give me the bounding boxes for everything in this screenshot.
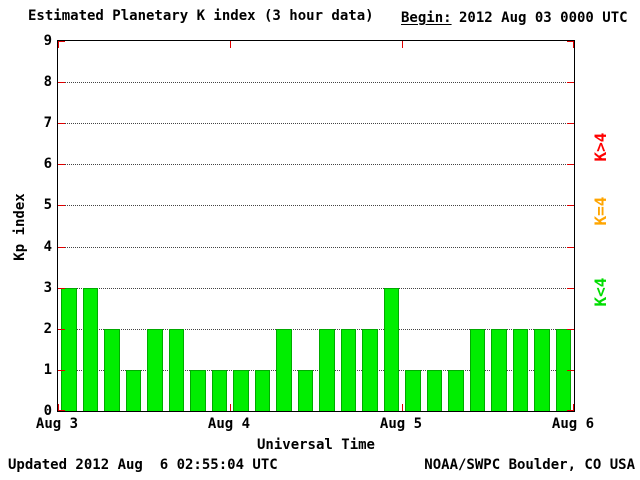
y-tick-label: 8 <box>43 74 52 91</box>
kp-bar <box>147 328 163 411</box>
kp-bar <box>319 328 335 411</box>
x-tickmark <box>573 404 574 411</box>
y-tickmark <box>58 287 65 289</box>
kp-bar <box>61 287 77 411</box>
y-tickmark <box>567 164 574 166</box>
y-tick-label: 9 <box>43 33 52 49</box>
gridline-kp-7 <box>58 123 574 125</box>
x-tickmark <box>58 404 59 411</box>
kp-bar <box>168 328 184 411</box>
kp-bar <box>211 369 227 411</box>
gridline-kp-4 <box>58 246 574 248</box>
kp-bar <box>534 328 550 411</box>
gridline-kp-8 <box>58 82 574 84</box>
y-tickmark <box>567 328 574 330</box>
kp-bar <box>362 328 378 411</box>
y-tickmark <box>567 410 574 411</box>
kp-bar <box>405 369 421 411</box>
x-tickmark <box>230 41 231 48</box>
y-tickmark <box>567 41 574 42</box>
y-tick-label: 5 <box>43 197 52 214</box>
x-axis-label: Universal Time <box>256 437 375 453</box>
y-tickmark <box>567 246 574 248</box>
kp-bar <box>340 328 356 411</box>
gridline-kp-2 <box>58 328 574 330</box>
gridline-kp-3 <box>58 287 574 289</box>
gridline-kp-5 <box>58 205 574 207</box>
kp-bar <box>512 328 528 411</box>
y-tick-label: 3 <box>43 279 52 296</box>
x-tickmark <box>402 41 403 48</box>
legend-item-K4: K<4 <box>591 277 610 307</box>
kp-bar <box>469 328 485 411</box>
kp-bar <box>125 369 141 411</box>
y-tick-label: 6 <box>43 156 52 173</box>
gridline-kp-1 <box>58 369 574 371</box>
kp-bar <box>82 287 98 411</box>
x-tick-label: Aug 5 <box>379 416 423 432</box>
kp-bar <box>448 369 464 411</box>
x-tickmark <box>573 41 574 48</box>
x-tick-label: Aug 6 <box>551 416 595 432</box>
plot-area <box>57 40 575 412</box>
y-tickmark <box>58 164 65 166</box>
y-tick-label: 4 <box>43 238 52 255</box>
y-tickmark <box>567 287 574 289</box>
y-axis-label: Kp index <box>12 193 28 261</box>
y-tickmark <box>58 410 65 411</box>
kp-bar <box>254 369 270 411</box>
begin-value: 2012 Aug 03 0000 UTC <box>459 10 628 26</box>
chart-title: Estimated Planetary K index (3 hour data… <box>28 8 374 24</box>
kp-bar <box>297 369 313 411</box>
updated-timestamp: Updated 2012 Aug 6 02:55:04 UTC <box>8 457 278 473</box>
y-tickmark <box>567 205 574 207</box>
begin-label: Begin: <box>401 10 452 26</box>
y-tickmark <box>58 41 65 42</box>
x-tick-label: Aug 3 <box>35 416 79 432</box>
y-tickmark <box>567 369 574 371</box>
credit-text: NOAA/SWPC Boulder, CO USA <box>424 457 635 473</box>
x-tick-label: Aug 4 <box>207 416 251 432</box>
kp-bar <box>233 369 249 411</box>
x-tickmark <box>402 404 403 411</box>
gridline-kp-6 <box>58 164 574 166</box>
y-tickmark <box>58 82 65 84</box>
kp-bar <box>104 328 120 411</box>
kp-bar <box>491 328 507 411</box>
kp-bar <box>276 328 292 411</box>
y-tickmark <box>58 246 65 248</box>
y-tick-label: 2 <box>43 320 52 337</box>
kp-bar <box>426 369 442 411</box>
kp-bar <box>383 287 399 411</box>
y-tickmark <box>58 205 65 207</box>
y-tick-label: 0 <box>43 403 52 419</box>
y-tick-label: 7 <box>43 115 52 132</box>
legend-item-K4: K=4 <box>591 196 610 226</box>
y-tickmark <box>58 328 65 330</box>
x-tickmark <box>58 41 59 48</box>
x-tickmark <box>230 404 231 411</box>
y-tickmark <box>567 123 574 125</box>
y-tickmark <box>58 369 65 371</box>
kp-bar <box>190 369 206 411</box>
y-tick-label: 1 <box>43 361 52 378</box>
y-tickmark <box>58 123 65 125</box>
y-tickmark <box>567 82 574 84</box>
